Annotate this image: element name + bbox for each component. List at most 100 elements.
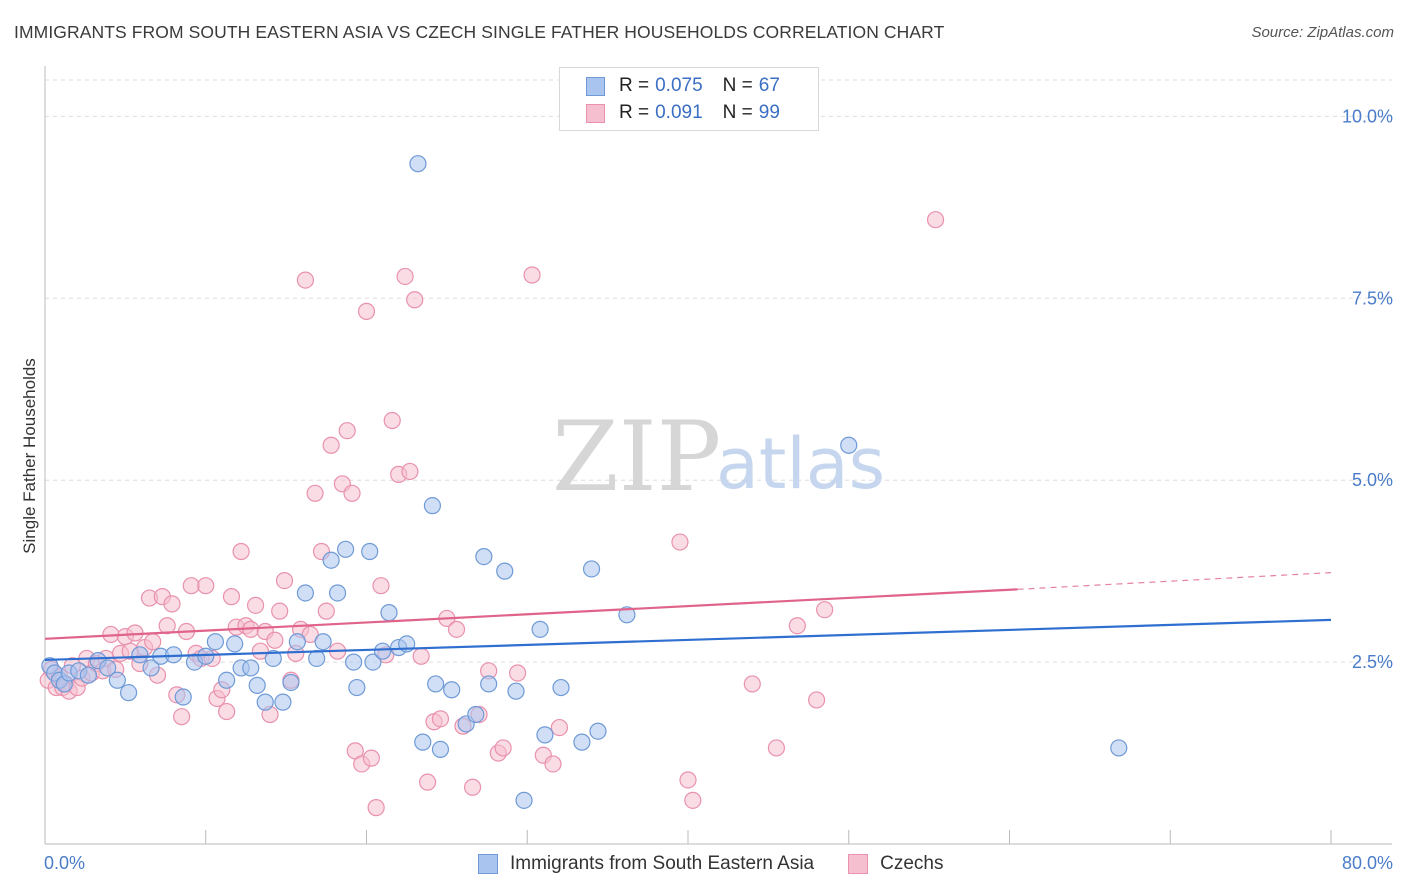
series-legend: Immigrants from South Eastern Asia Czech… [478,853,977,875]
data-point-immigrants [536,726,554,744]
data-point-immigrants [119,684,138,702]
trend-line-immigrants [44,618,1332,662]
legend-swatch-blue [478,854,498,874]
data-point-czechs [372,577,390,595]
trend-line-czechs [44,588,1018,640]
data-point-immigrants [282,673,300,692]
legend-r-value: 0.075 [655,75,703,96]
legend-r-label: R = [619,102,650,123]
data-point-czechs [218,702,236,721]
data-point-immigrants [314,633,332,651]
data-point-czechs [338,422,356,440]
data-point-czechs [431,710,450,728]
data-point-immigrants [142,659,160,677]
data-point-immigrants [274,693,292,711]
data-point-immigrants [256,693,274,711]
data-point-immigrants [308,649,326,668]
data-point-immigrants [423,497,442,515]
data-point-immigrants [414,733,432,751]
tick-labels: 2.5% 5.0% 7.5% 10.0% 0.0% 80.0% [44,106,1393,873]
data-point-immigrants [248,676,266,694]
data-point-immigrants [242,659,260,677]
data-point-immigrants [618,606,636,624]
data-point-immigrants [475,547,493,566]
data-point-czechs [523,266,541,284]
legend-swatch-pink [586,103,605,123]
data-point-czechs [343,484,361,502]
data-point-immigrants [467,705,485,724]
data-point-immigrants [373,642,392,660]
data-point-immigrants [337,540,355,558]
y-tick-label: 2.5% [1352,652,1393,672]
legend-r-value: 0.091 [655,102,703,123]
legend-label-immigrants: Immigrants from South Eastern Asia [510,853,815,874]
pink-points [39,211,945,817]
legend-n-value: 67 [758,75,780,96]
data-point-czechs [182,577,200,595]
correlation-legend: R = 0.075 N = 67 R = 0.091 N = 99 [559,67,819,131]
data-point-immigrants [206,633,224,651]
data-point-czechs [144,633,162,651]
data-point-immigrants [1110,739,1128,757]
data-point-immigrants [79,666,98,684]
data-point-immigrants [264,649,282,668]
data-point-immigrants [197,647,215,665]
data-point-czechs [197,577,215,595]
data-point-immigrants [840,436,858,454]
legend-row-blue: R = 0.075 N = 67 [586,74,780,98]
data-point-czechs [322,436,340,454]
data-point-czechs [246,596,265,614]
data-point-immigrants [131,646,149,664]
data-point-immigrants [174,688,192,706]
legend-r-label: R = [619,75,650,96]
gridlines [45,79,1392,663]
blue-points [41,155,1128,809]
data-point-immigrants [99,659,117,677]
data-point-immigrants [108,671,126,689]
x-tick-label: 80.0% [1342,853,1393,873]
data-point-czechs [251,642,270,660]
data-point-czechs [317,602,335,620]
data-point-czechs [158,617,176,635]
data-point-czechs [926,211,945,229]
data-point-immigrants [552,678,570,697]
data-point-immigrants [507,682,525,700]
data-point-immigrants [288,633,306,651]
data-point-czechs [367,799,385,817]
data-point-immigrants [431,740,450,759]
data-point-immigrants [364,653,382,671]
data-point-immigrants [361,542,379,561]
data-point-czechs [743,675,761,693]
data-point-czechs [463,778,482,796]
data-point-czechs [362,749,380,767]
legend-swatch-blue [586,76,605,96]
legend-item-immigrants: Immigrants from South Eastern Asia [478,853,814,875]
data-point-czechs [550,718,569,737]
legend-n-label: N = [722,75,753,96]
legend-swatch-pink [848,854,869,874]
data-point-immigrants [322,551,340,569]
x-tick-label: 0.0% [44,853,85,873]
data-point-immigrants [348,678,366,697]
data-point-czechs [301,625,319,644]
data-point-immigrants [573,733,591,751]
legend-n-value: 99 [758,102,780,123]
data-point-immigrants [409,155,427,173]
legend-n-label: N = [722,102,753,123]
axes [44,66,1392,845]
data-point-immigrants [531,620,549,638]
watermark: ZIP atlas [552,401,885,513]
chart-title: IMMIGRANTS FROM SOUTH EASTERN ASIA VS CZ… [14,22,945,42]
data-point-czechs [232,542,250,561]
legend-row-pink: R = 0.091 N = 99 [586,101,780,125]
data-point-czechs [306,484,324,502]
data-point-czechs [788,617,806,635]
data-point-czechs [383,411,401,430]
data-point-czechs [816,601,834,619]
data-point-czechs [173,708,191,726]
data-point-czechs [163,595,181,613]
data-point-czechs [671,533,689,551]
trend-line-czechs-extension [1017,571,1332,590]
data-point-czechs [679,771,697,789]
